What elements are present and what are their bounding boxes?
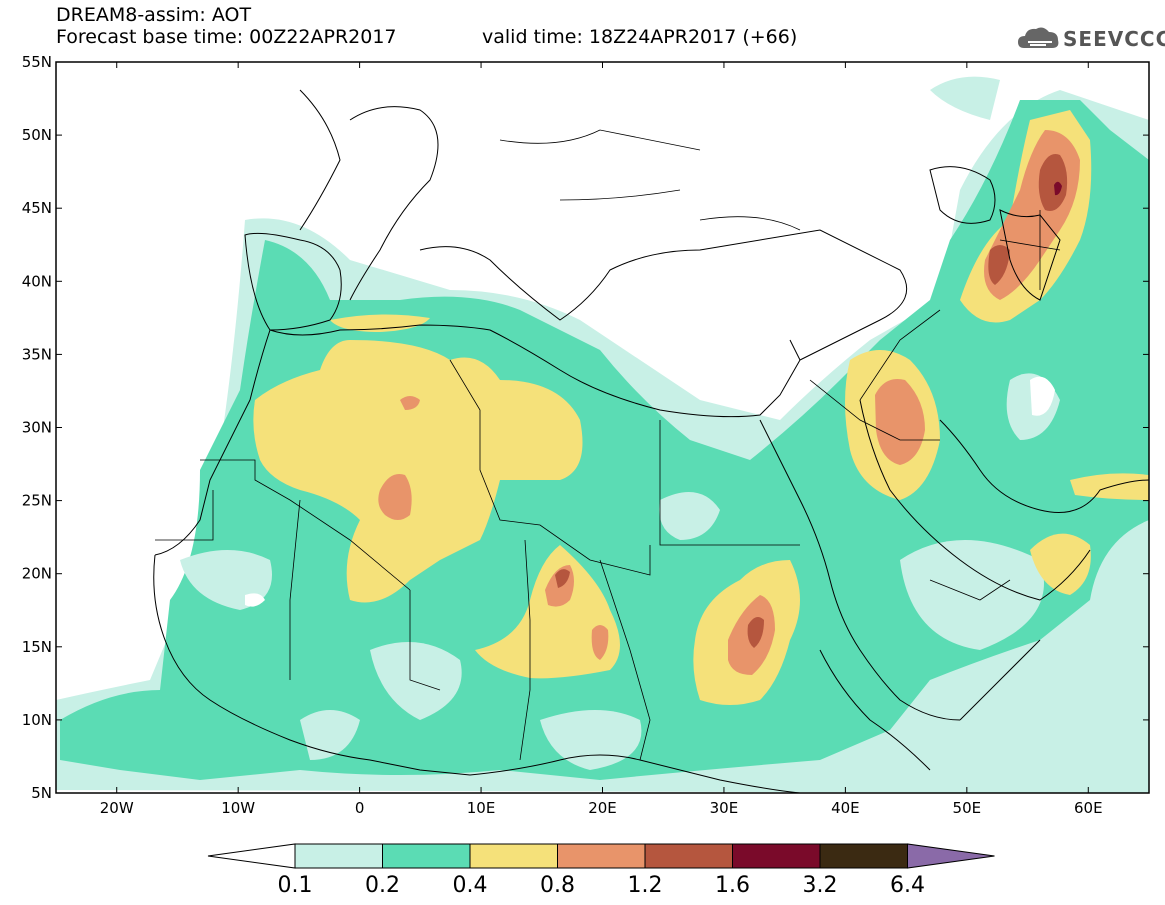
legend-swatch	[557, 843, 646, 869]
lon-label: 50E	[953, 799, 982, 817]
legend-arrow-high	[907, 843, 995, 869]
legend-swatch	[819, 843, 908, 869]
lat-label: 55N	[22, 53, 52, 71]
country-borders	[155, 129, 1061, 761]
cloud-icon	[1018, 27, 1059, 48]
lat-label: 10N	[22, 711, 52, 729]
legend-label: 1.2	[628, 873, 663, 898]
valid-time: valid time: 18Z24APR2017 (+66)	[482, 26, 798, 48]
latitude-axis: 55N 50N 45N 40N 35N 30N 25N 20N 15N 10N 5N	[22, 53, 1149, 802]
lat-label: 20N	[22, 565, 52, 583]
legend-label: 0.8	[540, 873, 575, 898]
legend-swatch	[644, 843, 733, 869]
lon-label: 20E	[588, 799, 617, 817]
legend-arrow-low	[207, 843, 296, 869]
legend-label: 3.2	[803, 873, 838, 898]
lat-label: 45N	[22, 199, 52, 217]
legend-swatch	[382, 843, 471, 869]
lon-label: 10E	[467, 799, 496, 817]
legend-label: 0.4	[453, 873, 488, 898]
lat-label: 50N	[22, 126, 52, 144]
seevccc-logo: SEEVCCC	[1063, 27, 1165, 51]
aot-level-1.6	[1054, 181, 1062, 196]
lat-label: 40N	[22, 272, 52, 290]
legend-label: 1.6	[715, 873, 750, 898]
lon-label: 10W	[221, 799, 255, 817]
legend-label: 0.2	[365, 873, 400, 898]
lon-label: 20W	[100, 799, 134, 817]
lon-label: 60E	[1074, 799, 1103, 817]
lon-label: 0	[355, 799, 365, 817]
aot-level-0.2	[60, 100, 1149, 780]
legend-swatch	[732, 843, 821, 869]
map-title: DREAM8-assim: AOT	[56, 4, 252, 26]
lon-label: 40E	[831, 799, 860, 817]
lat-label: 30N	[22, 419, 52, 437]
lon-label: 30E	[710, 799, 739, 817]
legend-label: 0.1	[278, 873, 313, 898]
lat-label: 15N	[22, 638, 52, 656]
legend-label: 6.4	[890, 873, 925, 898]
lat-label: 35N	[22, 345, 52, 363]
forecast-base-time: Forecast base time: 00Z22APR2017	[56, 26, 397, 48]
longitude-axis: 20W 10W 0 10E 20E 30E 40E 50E 60E	[100, 62, 1103, 817]
legend-swatch	[294, 843, 383, 869]
lat-label: 25N	[22, 492, 52, 510]
lat-label: 5N	[31, 784, 52, 802]
aot-level-1.2	[555, 154, 1068, 648]
legend-swatch	[469, 843, 558, 869]
